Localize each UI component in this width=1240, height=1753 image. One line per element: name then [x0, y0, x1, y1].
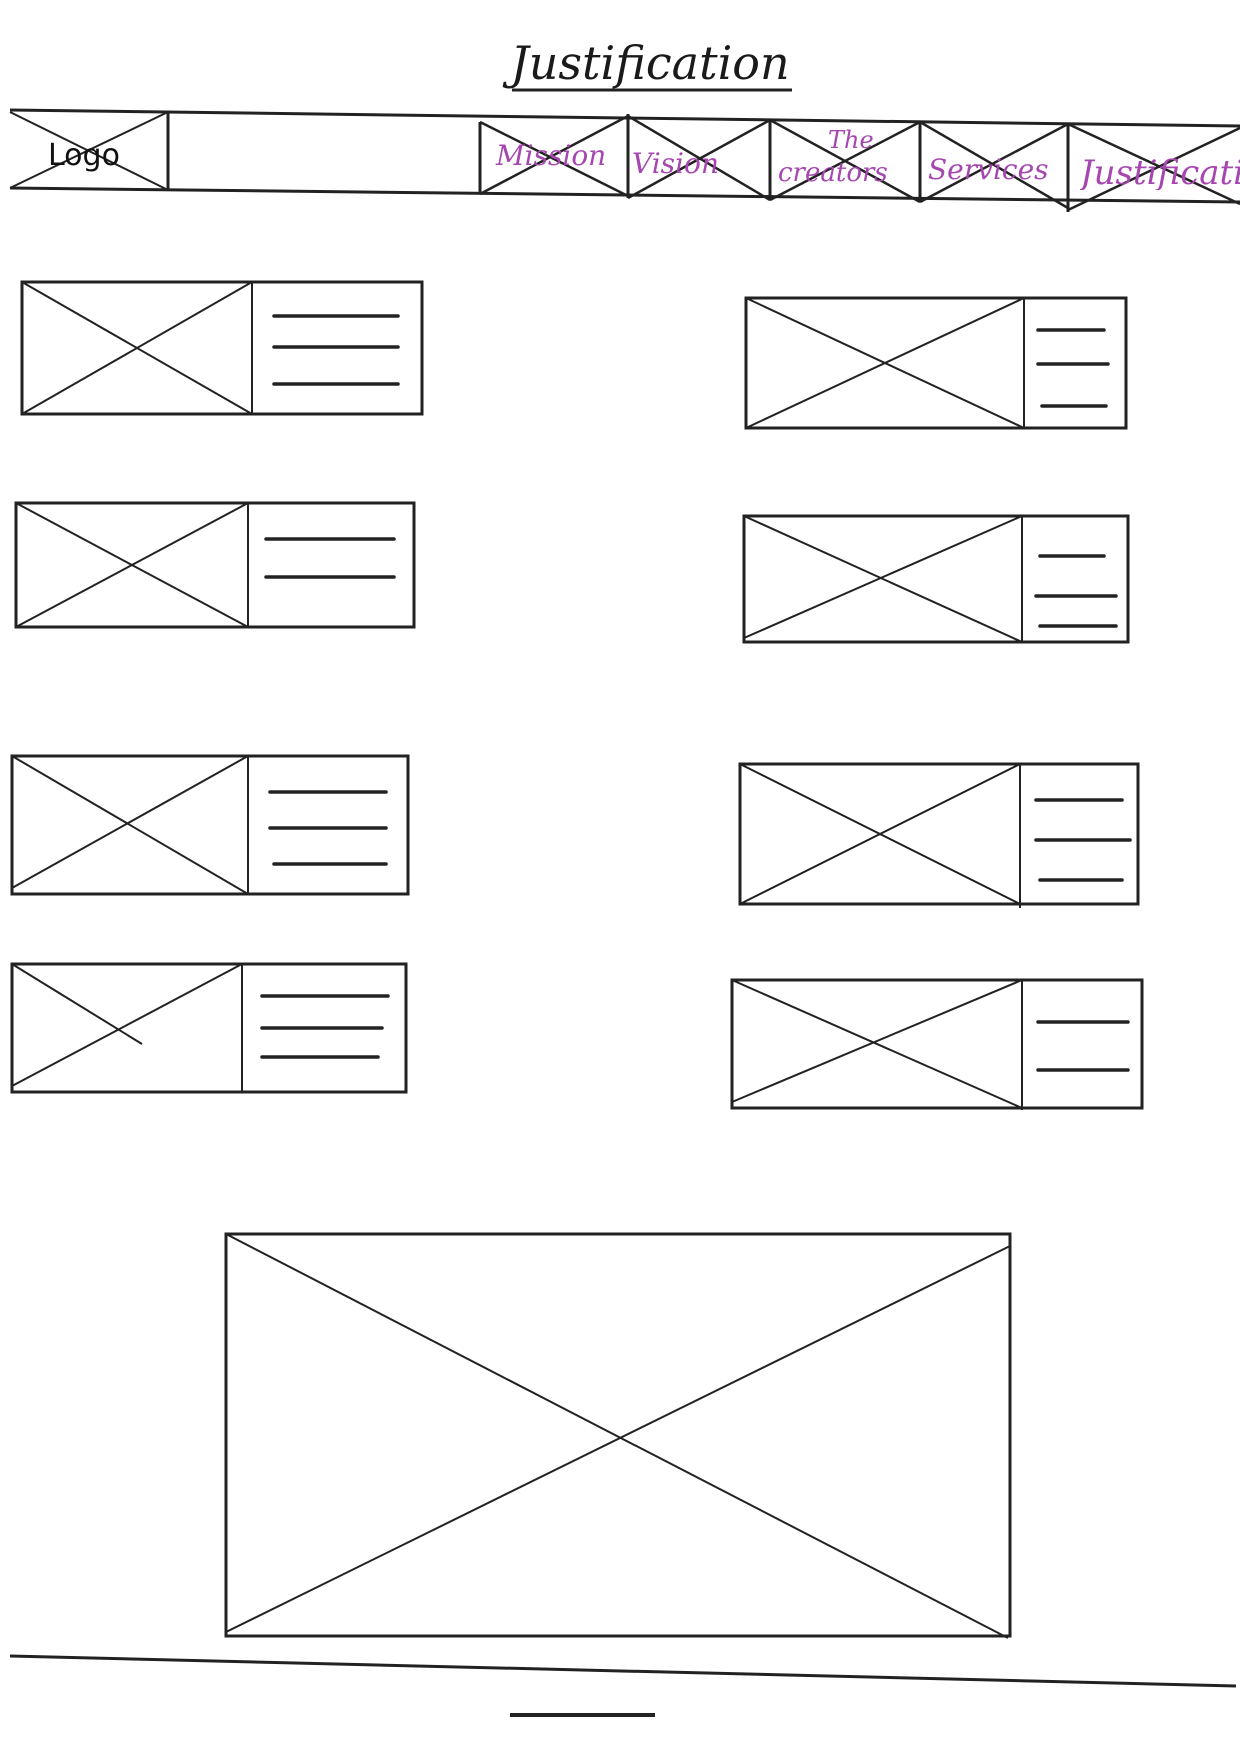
- hero-image-placeholder: [224, 1232, 1012, 1639]
- nav-item-mission[interactable]: Mission: [496, 139, 607, 172]
- card-left-1: [20, 280, 424, 416]
- card-left-2: [14, 501, 416, 629]
- title-underline: [512, 78, 792, 92]
- nav-item-creators-line1[interactable]: The: [828, 126, 874, 154]
- page-title: Justification: [510, 36, 790, 90]
- card-right-2: [742, 514, 1130, 644]
- card-right-3: [738, 762, 1140, 908]
- card-left-3: [10, 754, 410, 896]
- card-right-1: [744, 296, 1128, 430]
- footer-divider: [9, 1650, 1240, 1690]
- navbar: [9, 108, 1240, 212]
- nav-item-justification[interactable]: Justificati: [1080, 156, 1240, 190]
- footer-text-placeholder: [510, 1712, 655, 1718]
- card-right-4: [730, 978, 1144, 1110]
- card-left-4: [10, 962, 408, 1094]
- nav-item-creators-line2[interactable]: creators: [778, 158, 888, 188]
- nav-item-services[interactable]: Services: [928, 153, 1049, 186]
- nav-item-vision[interactable]: Vision: [632, 147, 719, 180]
- logo[interactable]: Logo: [48, 138, 120, 173]
